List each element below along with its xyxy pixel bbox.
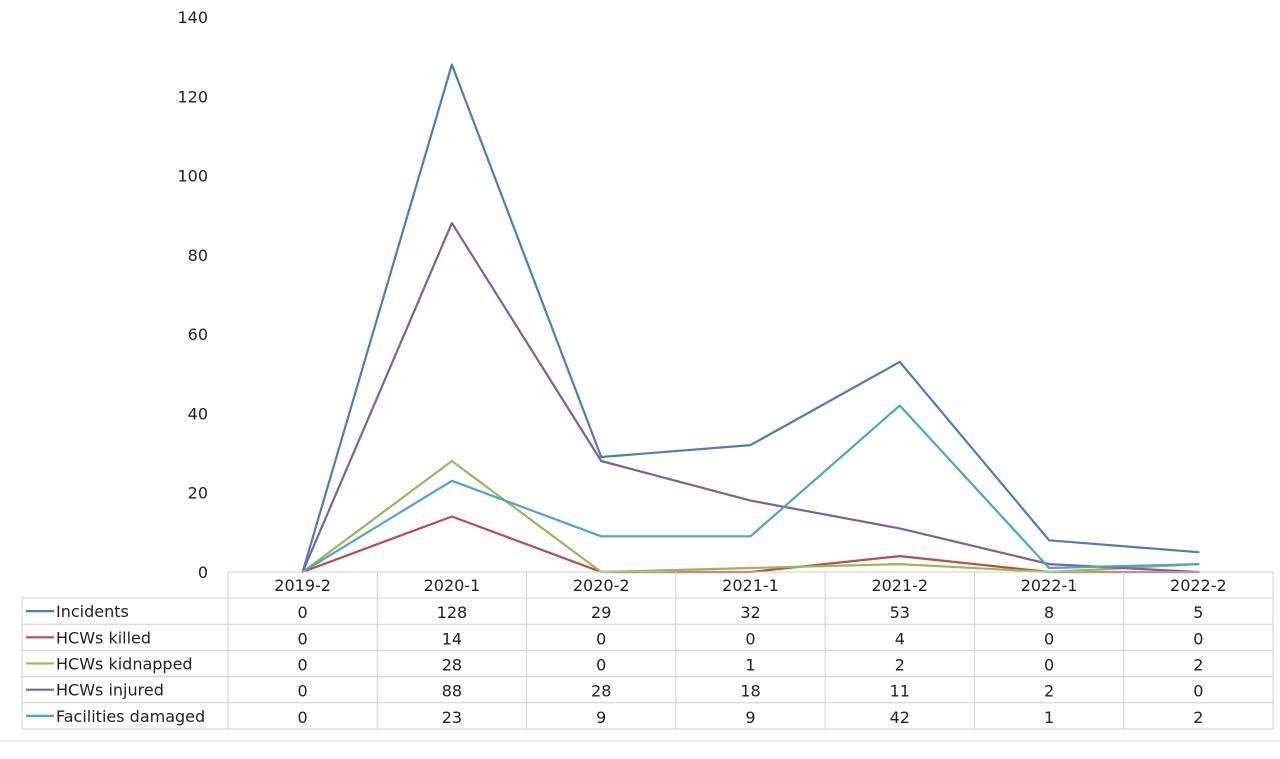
x-tick-label: 2020-1 [424,576,481,595]
series-line-4 [301,404,1200,574]
data-label: 0 [1193,629,1203,648]
data-label: 88 [442,682,462,701]
y-tick-label: 80 [188,246,208,265]
data-label: 2 [895,656,905,675]
series-line-1 [301,515,1200,574]
x-tick-label: 2020-2 [573,576,630,595]
series-line-0 [301,63,1200,574]
data-label: 0 [298,603,308,622]
data-label: 29 [591,603,611,622]
data-label: 0 [298,682,308,701]
data-label: 4 [895,629,905,648]
x-tick-label: 2022-2 [1170,576,1227,595]
data-label: 42 [890,708,910,727]
data-label: 0 [1044,629,1054,648]
data-table: 2019-2 2020-1 2020-2 2021-1 2021-2 2022-1 2022… [21,571,1274,730]
legend-label-0: Incidents [56,602,129,621]
series-lines [301,63,1200,574]
data-label: 23 [442,708,462,727]
y-tick-label: 120 [177,87,208,106]
data-label: 0 [1044,656,1054,675]
data-label: 2 [1044,682,1054,701]
y-tick-label: 140 [177,8,208,27]
data-label: 8 [1044,603,1054,622]
data-label: 0 [596,629,606,648]
y-tick-label: 100 [177,167,208,186]
data-label: 28 [442,656,462,675]
series-line-3 [301,222,1200,574]
x-tick-label: 2019-2 [274,576,331,595]
data-label: 0 [298,656,308,675]
data-label: 11 [890,682,910,701]
series-line-2 [301,459,1200,574]
data-label: 128 [437,603,468,622]
legend-label-1: HCWs killed [56,628,151,647]
x-tick-label: 2021-1 [722,576,779,595]
y-tick-label: 40 [188,404,208,423]
data-label: 9 [596,708,606,727]
data-label: 0 [596,656,606,675]
data-label: 9 [745,708,755,727]
x-tick-label: 2021-2 [871,576,928,595]
data-label: 0 [745,629,755,648]
x-tick-label: 2022-1 [1021,576,1078,595]
data-label: 0 [298,708,308,727]
data-label: 0 [298,629,308,648]
data-label: 5 [1193,603,1203,622]
data-label: 2 [1193,656,1203,675]
legend-label-3: HCWs injured [56,681,164,700]
data-label: 32 [740,603,760,622]
y-tick-label: 20 [188,484,208,503]
data-label: 2 [1193,708,1203,727]
legend-label-2: HCWs kidnapped [56,655,193,674]
y-axis: 0 20 40 60 80 100 120 140 [177,8,208,582]
data-label: 0 [1193,682,1203,701]
y-tick-label: 60 [188,325,208,344]
data-label: 1 [745,656,755,675]
data-label: 53 [890,603,910,622]
data-label: 14 [442,629,462,648]
legend-label-4: Facilities damaged [56,707,205,726]
data-label: 1 [1044,708,1054,727]
data-label: 28 [591,682,611,701]
data-label: 18 [740,682,760,701]
y-tick-label: 0 [198,563,208,582]
